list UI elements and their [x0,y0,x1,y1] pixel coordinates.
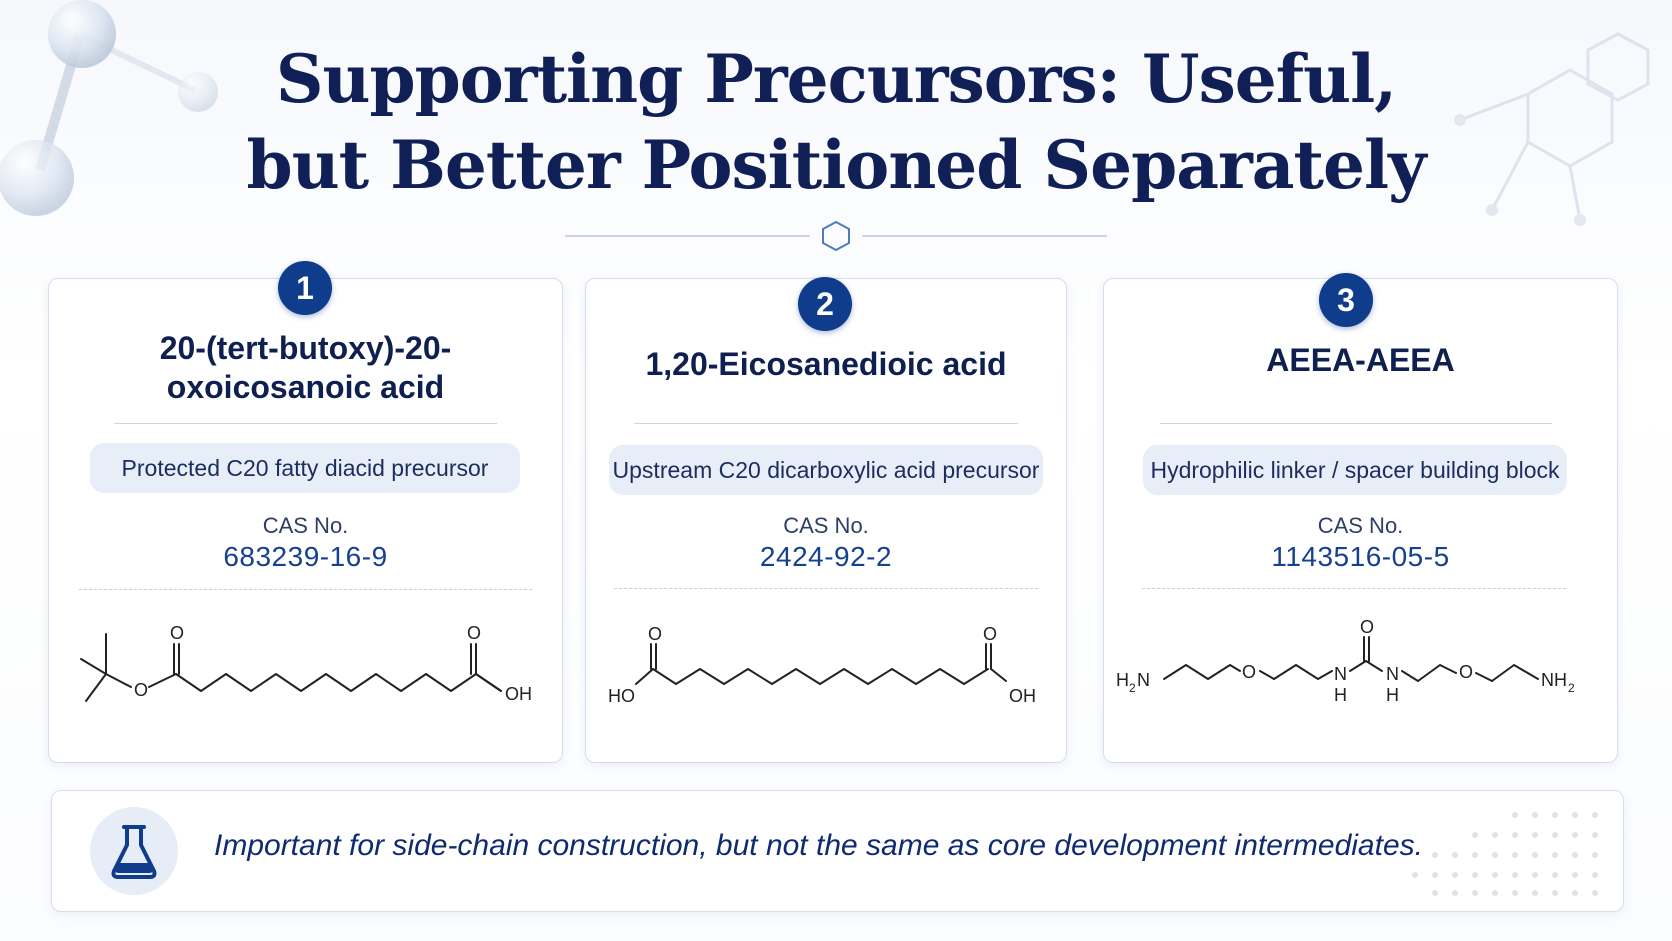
cas-number: 1143516-05-5 [1271,541,1450,572]
number-badge: 3 [1319,273,1373,327]
cas-label: CAS No. [1317,513,1404,538]
note-text: Important for side-chain construction, b… [214,829,1423,862]
compound-name: 20-(tert-butoxy)-20- oxoicosanoic acid [49,329,562,407]
atom-label: O [134,680,148,700]
title-line-1: Supporting Precursors: Useful, [275,40,1397,118]
dashed-separator [79,589,532,590]
atom-label: 2 [1129,681,1136,695]
precursor-card-3: 3 AEEA-AEEA Hydrophilic linker / spacer … [1103,273,1618,763]
flask-icon-circle [90,807,178,895]
atom-label: NH [1541,670,1567,690]
chemical-structure: H 2 N O N H O N H O NH 2 [1116,617,1575,705]
role-tag: Upstream C20 dicarboxylic acid precursor [609,445,1043,495]
hexagon-icon [822,220,850,252]
atom-label: O [1360,617,1374,637]
atom-label: 2 [1568,681,1575,695]
chemical-structure: O O HO OH [608,624,1036,706]
role-tag: Hydrophilic linker / spacer building blo… [1143,445,1567,495]
atom-label: N [1386,664,1399,684]
compound-name: AEEA-AEEA [1266,342,1455,378]
atom-label: O [1242,662,1256,682]
dashed-separator [614,588,1038,589]
atom-label: HO [608,686,635,706]
title-divider [565,220,1107,252]
cas-label: CAS No. [783,513,869,538]
title-rule [634,423,1018,424]
precursor-card-2: 2 1,20-Eicosanedioic acid Upstream C20 d… [585,277,1067,763]
page-title: Supporting Precursors: Useful, but Bette… [0,36,1672,208]
atom-label: O [983,624,997,644]
atom-label: N [1334,664,1347,684]
dashed-separator [1142,588,1566,589]
atom-label: OH [505,684,532,704]
title-line-2: but Better Positioned Separately [246,126,1427,204]
compound-name-line-2: oxoicosanoic acid [166,369,445,405]
cas-number: 2424-92-2 [759,541,893,572]
compound-name-line-1: 20-(tert-butoxy)-20- [159,330,452,366]
atom-label: O [648,624,662,644]
role-tag: Protected C20 fatty diacid precursor [90,443,520,493]
precursor-card-1: 1 20-(tert-butoxy)-20- oxoicosanoic acid… [48,261,563,763]
flask-icon [111,825,157,879]
cas-label: CAS No. [262,513,349,538]
number-badge: 2 [798,277,852,331]
atom-label: H [1116,670,1129,690]
atom-label: H [1334,685,1347,705]
note-panel: Important for side-chain construction, b… [51,790,1624,912]
number-badge: 1 [278,261,332,315]
atom-label: H [1386,685,1399,705]
cas-number: 683239-16-9 [223,541,388,572]
compound-name: 1,20-Eicosanedioic acid [645,346,1007,382]
atom-label: O [1459,662,1473,682]
title-rule [114,423,497,424]
atom-label: N [1137,670,1150,690]
atom-label: O [170,623,184,643]
dot-pattern [1412,812,1598,896]
chemical-structure: O O O OH [80,623,532,704]
title-rule [1160,423,1552,424]
atom-label: OH [1009,686,1036,706]
atom-label: O [467,623,481,643]
